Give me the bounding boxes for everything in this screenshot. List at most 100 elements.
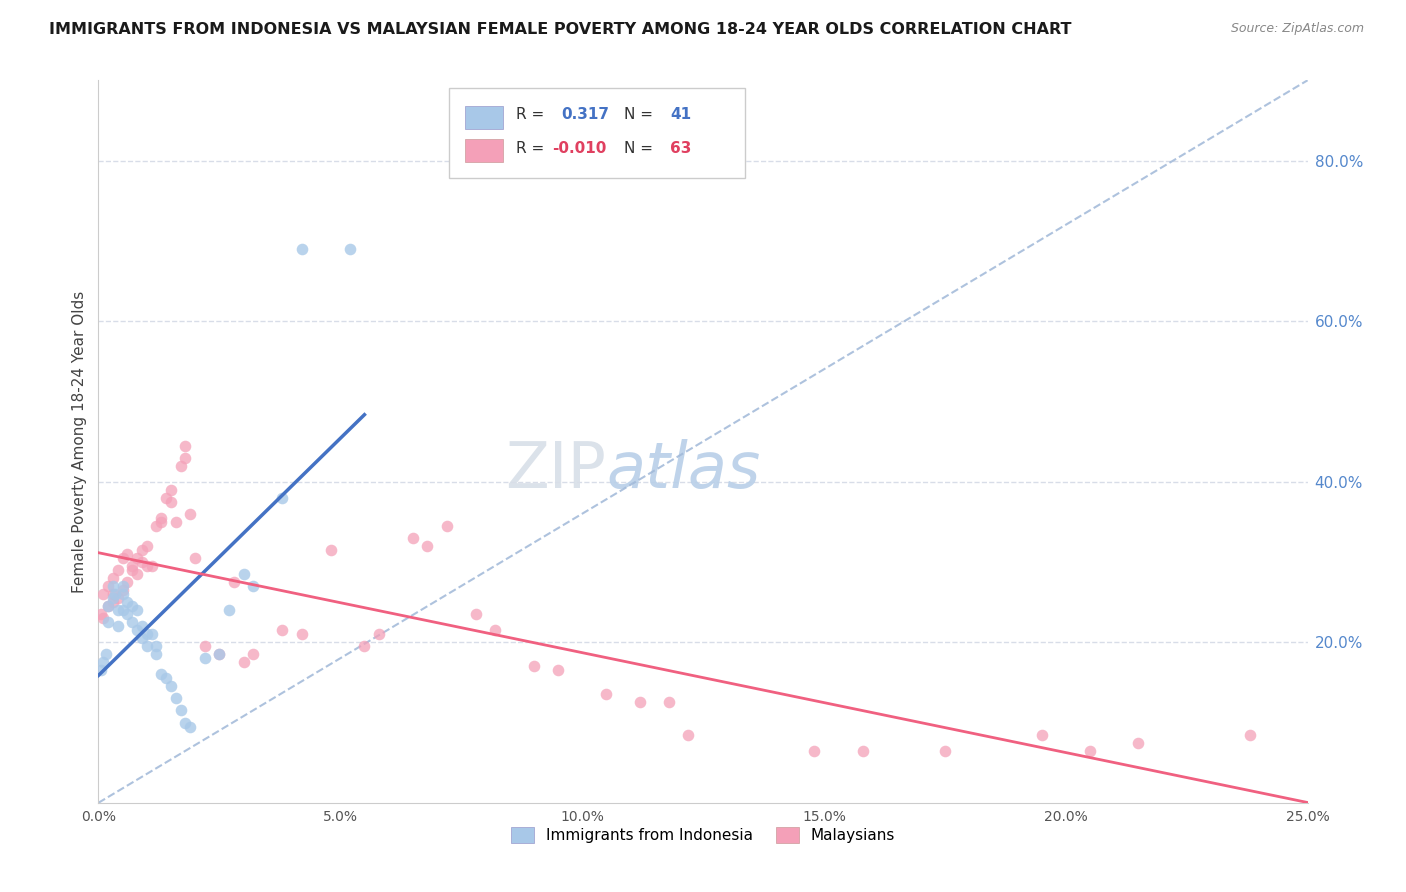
Point — [150, 667, 173, 681]
Point — [1078, 744, 1101, 758]
Point — [145, 648, 167, 662]
Point — [127, 567, 149, 582]
Bar — [465, 105, 503, 128]
Text: R =: R = — [516, 142, 548, 156]
Point — [135, 639, 157, 653]
Point — [91, 655, 114, 669]
Point — [131, 632, 153, 646]
Point — [94, 648, 117, 662]
Point — [160, 483, 183, 497]
Point — [232, 567, 254, 582]
Point — [107, 603, 129, 617]
Point — [165, 515, 187, 529]
Text: atlas: atlas — [606, 440, 761, 501]
Point — [101, 587, 124, 601]
Point — [121, 599, 143, 614]
Point — [135, 558, 157, 574]
Point — [121, 615, 143, 630]
Text: N =: N = — [624, 142, 658, 156]
Point — [165, 691, 187, 706]
Point — [150, 510, 173, 524]
Point — [232, 655, 254, 669]
Point — [127, 603, 149, 617]
Point — [1239, 728, 1261, 742]
Point — [523, 659, 546, 673]
Point — [90, 664, 112, 678]
Point — [91, 611, 114, 625]
Point — [131, 542, 153, 557]
Point — [271, 491, 294, 505]
Point — [852, 744, 875, 758]
Point — [319, 542, 342, 557]
Point — [111, 579, 134, 593]
Point — [155, 491, 177, 505]
Bar — [465, 139, 503, 162]
Text: -0.010: -0.010 — [551, 142, 606, 156]
Point — [97, 599, 120, 614]
Point — [222, 574, 245, 589]
Point — [174, 438, 197, 452]
Point — [160, 494, 183, 508]
Y-axis label: Female Poverty Among 18-24 Year Olds: Female Poverty Among 18-24 Year Olds — [72, 291, 87, 592]
Point — [402, 531, 425, 545]
Point — [194, 639, 217, 653]
Point — [416, 539, 439, 553]
Point — [242, 648, 264, 662]
Point — [290, 242, 312, 256]
Text: IMMIGRANTS FROM INDONESIA VS MALAYSIAN FEMALE POVERTY AMONG 18-24 YEAR OLDS CORR: IMMIGRANTS FROM INDONESIA VS MALAYSIAN F… — [49, 22, 1071, 37]
Point — [194, 651, 217, 665]
Point — [117, 607, 139, 621]
Point — [101, 595, 124, 609]
Point — [145, 639, 167, 653]
Point — [290, 627, 312, 641]
Point — [135, 539, 157, 553]
Text: ZIP: ZIP — [505, 440, 606, 501]
Point — [104, 587, 127, 601]
Point — [155, 671, 177, 685]
Text: 0.317: 0.317 — [561, 107, 610, 122]
Point — [117, 574, 139, 589]
Text: 63: 63 — [671, 142, 692, 156]
Point — [169, 458, 191, 473]
Point — [678, 728, 700, 742]
Point — [101, 591, 124, 605]
Point — [111, 587, 134, 601]
Point — [934, 744, 956, 758]
Point — [179, 719, 201, 733]
Point — [242, 579, 264, 593]
Point — [107, 591, 129, 605]
Point — [547, 664, 569, 678]
Point — [208, 648, 231, 662]
Point — [150, 515, 173, 529]
Point — [141, 627, 163, 641]
Point — [90, 607, 112, 621]
Point — [174, 450, 197, 465]
Point — [208, 648, 231, 662]
Point — [464, 607, 486, 621]
Point — [184, 550, 207, 566]
Point — [97, 615, 120, 630]
Text: 41: 41 — [671, 107, 692, 122]
Point — [121, 558, 143, 574]
Point — [97, 579, 120, 593]
Point — [107, 563, 129, 577]
Point — [135, 627, 157, 641]
Point — [101, 579, 124, 593]
Point — [179, 507, 201, 521]
Point — [658, 696, 681, 710]
Legend: Immigrants from Indonesia, Malaysians: Immigrants from Indonesia, Malaysians — [505, 822, 901, 849]
Point — [169, 703, 191, 717]
Point — [117, 595, 139, 609]
Point — [1031, 728, 1053, 742]
Point — [127, 623, 149, 637]
Point — [436, 518, 458, 533]
Point — [117, 547, 139, 561]
Point — [97, 599, 120, 614]
Point — [1128, 735, 1150, 749]
Point — [131, 619, 153, 633]
Point — [91, 587, 114, 601]
Point — [368, 627, 391, 641]
FancyBboxPatch shape — [449, 87, 745, 178]
Point — [628, 696, 651, 710]
Point — [271, 623, 294, 637]
